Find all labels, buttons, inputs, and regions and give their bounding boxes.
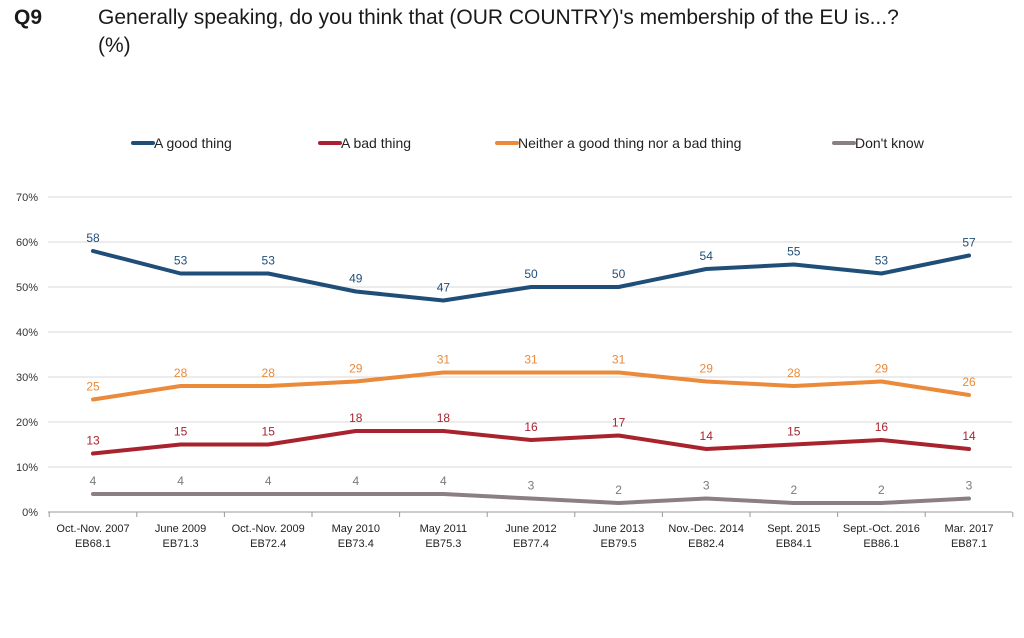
x-tick-label: EB77.4 [513, 538, 549, 550]
data-label: 3 [528, 479, 535, 493]
data-label: 57 [962, 236, 976, 250]
x-tick-label: EB72.4 [250, 538, 286, 550]
series-line [91, 492, 971, 505]
data-label: 16 [875, 420, 889, 434]
data-label: 4 [352, 474, 359, 488]
legend-label: Neither a good thing nor a bad thing [518, 135, 741, 151]
y-tick-label: 20% [16, 417, 38, 429]
data-labels: 58 53 53 49 47 50 50 54 55 53 57 13 15 15 18 18 16 17 14 15… [86, 231, 976, 497]
data-label: 28 [262, 366, 276, 380]
y-tick-label: 10% [16, 462, 38, 474]
x-tick-label: June 2009 [155, 523, 206, 535]
data-label: 14 [700, 429, 714, 443]
x-tick-label: EB73.4 [338, 538, 374, 550]
data-label: 47 [437, 281, 451, 295]
data-label: 15 [174, 425, 188, 439]
x-tick-label: May 2010 [332, 523, 380, 535]
x-tick-label: June 2012 [505, 523, 556, 535]
data-label: 2 [878, 483, 885, 497]
data-label: 54 [700, 249, 714, 263]
data-label: 2 [615, 483, 622, 497]
y-tick-label: 30% [16, 372, 38, 384]
data-label: 53 [875, 254, 889, 268]
data-label: 50 [524, 267, 538, 281]
x-tick-label: Sept.-Oct. 2016 [843, 523, 920, 535]
data-label: 28 [787, 366, 801, 380]
x-tick-label: EB87.1 [951, 538, 987, 550]
x-tick-label: Nov.-Dec. 2014 [668, 523, 744, 535]
data-label: 29 [875, 362, 889, 376]
x-tick-label: June 2013 [593, 523, 644, 535]
data-label: 15 [262, 425, 276, 439]
data-label: 17 [612, 416, 626, 430]
legend: A good thing A bad thing Neither a good th… [131, 135, 925, 151]
data-label: 26 [962, 375, 976, 389]
series-line [91, 249, 971, 303]
data-label: 4 [440, 474, 447, 488]
legend-label: Don't know [855, 135, 925, 151]
question-title: Generally speaking, do you think that (O… [98, 4, 1008, 60]
data-label: 50 [612, 267, 626, 281]
data-label: 29 [349, 362, 363, 376]
y-tick-label: 60% [16, 237, 38, 249]
x-tick-label: EB75.3 [425, 538, 461, 550]
x-tick-label: EB86.1 [863, 538, 899, 550]
x-tick-label: Oct.-Nov. 2007 [56, 523, 129, 535]
question-number: Q9 [14, 6, 43, 29]
data-label: 14 [962, 429, 976, 443]
data-label: 25 [86, 380, 100, 394]
data-label: 4 [265, 474, 272, 488]
x-tick-label: Sept. 2015 [767, 523, 820, 535]
x-tick-label: EB68.1 [75, 538, 111, 550]
x-tick-label: EB79.5 [601, 538, 637, 550]
x-tick-label: May 2011 [420, 523, 468, 535]
x-tick-label: EB82.4 [688, 538, 724, 550]
data-label: 31 [437, 353, 451, 367]
y-tick-label: 70% [16, 192, 38, 204]
data-label: 4 [90, 474, 97, 488]
data-label: 16 [524, 420, 538, 434]
y-axis: 0% 10% 20% 30% 40% 50% 60% 70% [16, 192, 38, 519]
grid [48, 196, 1012, 513]
data-label: 29 [700, 362, 714, 376]
legend-label: A good thing [154, 135, 232, 151]
x-tick-label: EB71.3 [163, 538, 199, 550]
x-tick-label: Mar. 2017 [945, 523, 994, 535]
data-label: 55 [787, 245, 801, 259]
y-tick-label: 0% [22, 507, 38, 519]
data-label: 18 [437, 411, 451, 425]
series-line [91, 370, 971, 402]
legend-label: A bad thing [341, 135, 411, 151]
data-label: 15 [787, 425, 801, 439]
data-label: 4 [177, 474, 184, 488]
data-label: 13 [86, 434, 100, 448]
data-label: 31 [524, 353, 538, 367]
data-label: 49 [349, 272, 363, 286]
question-title-line2: (%) [98, 34, 131, 57]
series-line [91, 429, 971, 456]
x-tick-label: EB84.1 [776, 538, 812, 550]
data-label: 3 [966, 479, 973, 493]
question-title-line1: Generally speaking, do you think that (O… [98, 6, 899, 29]
data-label: 31 [612, 353, 626, 367]
y-tick-label: 50% [16, 282, 38, 294]
data-label: 53 [262, 254, 276, 268]
data-label: 18 [349, 411, 363, 425]
y-tick-label: 40% [16, 327, 38, 339]
data-label: 28 [174, 366, 188, 380]
x-axis: Oct.-Nov. 2007 EB68.1 June 2009 EB71.3 Oct.-… [48, 512, 1014, 550]
x-tick-label: Oct.-Nov. 2009 [232, 523, 305, 535]
data-label: 3 [703, 479, 710, 493]
data-label: 2 [790, 483, 797, 497]
series-group [91, 249, 971, 505]
data-label: 53 [174, 254, 188, 268]
data-label: 58 [86, 231, 100, 245]
